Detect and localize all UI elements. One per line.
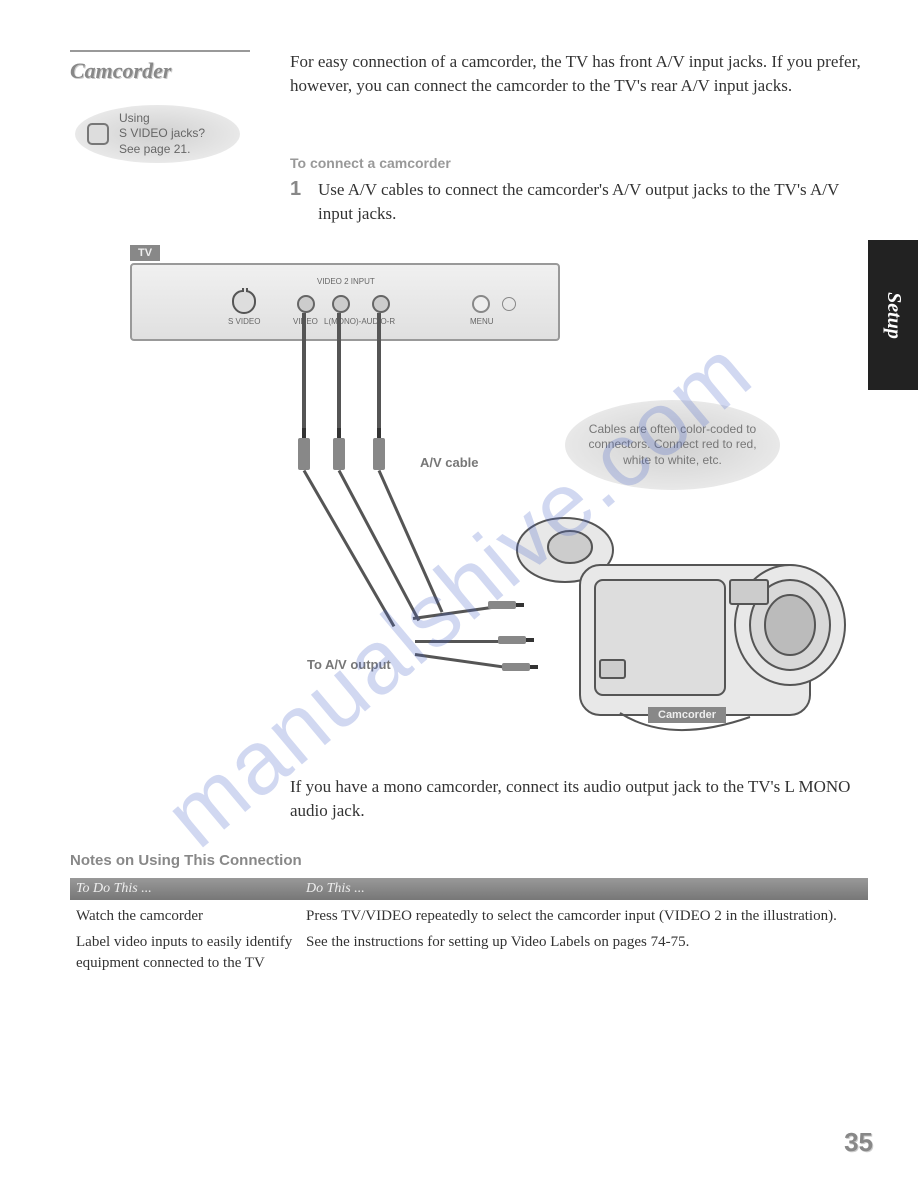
rca-plug-icon [333,438,345,470]
cable-bubble-text: Cables are often color-coded to connecto… [583,422,762,469]
hint-line2: S VIDEO jacks? [119,126,205,140]
audio-label: L(MONO)-AUDIO-R [324,317,395,326]
hint-bubble-svideo: Using S VIDEO jacks? See page 21. [75,105,240,163]
side-tab-setup: Setup [868,240,918,390]
hint-line1: Using [119,111,150,125]
video2-input-label: VIDEO 2 INPUT [317,277,375,286]
cable-color-hint-bubble: Cables are often color-coded to connecto… [565,400,780,490]
table-header-col2: Do This ... [300,881,868,897]
step-1: 1 Use A/V cables to connect the camcorde… [290,178,870,226]
hint-line3: See page 21. [119,142,190,156]
table-cell: Press TV/VIDEO repeatedly to select the … [300,906,868,926]
av-cable-label: A/V cable [420,455,479,470]
table-header-col1: To Do This ... [70,881,300,897]
mono-note: If you have a mono camcorder, connect it… [290,775,870,823]
rca-plug-icon [298,438,310,470]
svideo-jack-icon [87,123,109,145]
connect-subheading: To connect a camcorder [290,155,451,171]
hint-bubble-text: Using S VIDEO jacks? See page 21. [119,111,205,158]
side-tab-label: Setup [882,292,905,339]
table-cell: Watch the camcorder [70,906,300,926]
table-row: Watch the camcorder Press TV/VIDEO repea… [70,900,868,926]
step-number: 1 [290,178,318,226]
menu-button-icon [472,295,490,313]
table-header: To Do This ... Do This ... [70,878,868,900]
connection-notes-table: To Do This ... Do This ... Watch the cam… [70,878,868,973]
to-av-output-label: To A/V output [307,657,391,672]
video-jack-icon [297,295,315,313]
notes-heading: Notes on Using This Connection [70,852,302,869]
tv-tag: TV [130,245,160,261]
camcorder-tag: Camcorder [648,707,726,723]
page-number: 35 [844,1127,873,1158]
table-cell: Label video inputs to easily identify eq… [70,932,300,973]
rca-plug-icon [373,438,385,470]
svideo-jack-icon [232,290,256,314]
audio-r-jack-icon [372,295,390,313]
cable-segment [378,470,444,613]
svideo-label: S VIDEO [228,317,260,326]
tv-front-panel: VIDEO 2 INPUT S VIDEO VIDEO L(MONO)-AUDI… [130,263,560,341]
control-dial-icon [502,297,516,311]
table-cell: See the instructions for setting up Vide… [300,932,868,973]
table-row: Label video inputs to easily identify eq… [70,926,868,973]
header-rule [70,50,250,52]
menu-label: MENU [470,317,494,326]
connection-diagram: TV VIDEO 2 INPUT S VIDEO VIDEO L(MONO)-A… [130,245,870,765]
intro-paragraph: For easy connection of a camcorder, the … [290,50,870,98]
step-text: Use A/V cables to connect the camcorder'… [318,178,870,226]
audio-l-jack-icon [332,295,350,313]
manual-page: Camcorder Using S VIDEO jacks? See page … [0,0,918,1188]
